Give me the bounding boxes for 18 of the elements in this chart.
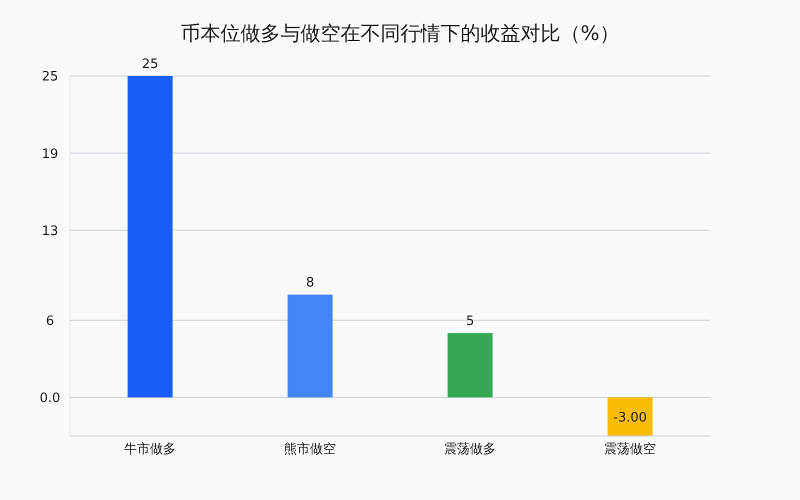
data-label: 8 — [306, 276, 314, 291]
x-tick-label: 熊市做空 — [284, 442, 336, 458]
data-label: -3.00 — [613, 410, 647, 426]
y-tick-label: 19 — [42, 146, 58, 162]
bar — [128, 76, 173, 398]
data-label: 5 — [466, 314, 474, 330]
bar — [608, 397, 653, 436]
y-tick-label: 25 — [42, 70, 58, 85]
chart-title: 币本位做多与做空在不同行情下的收益对比（%） — [179, 20, 620, 47]
bar — [288, 294, 333, 398]
y-tick-label: 6 — [46, 314, 54, 329]
data-label: 25 — [142, 57, 158, 72]
y-tick-label: 0.0 — [40, 391, 60, 406]
bar — [448, 333, 493, 398]
x-tick-label: 牛市做多 — [124, 442, 176, 458]
x-tick-label: 震荡做空 — [604, 442, 656, 458]
x-tick-label: 震荡做多 — [444, 442, 496, 458]
y-tick-label: 13 — [42, 224, 58, 239]
